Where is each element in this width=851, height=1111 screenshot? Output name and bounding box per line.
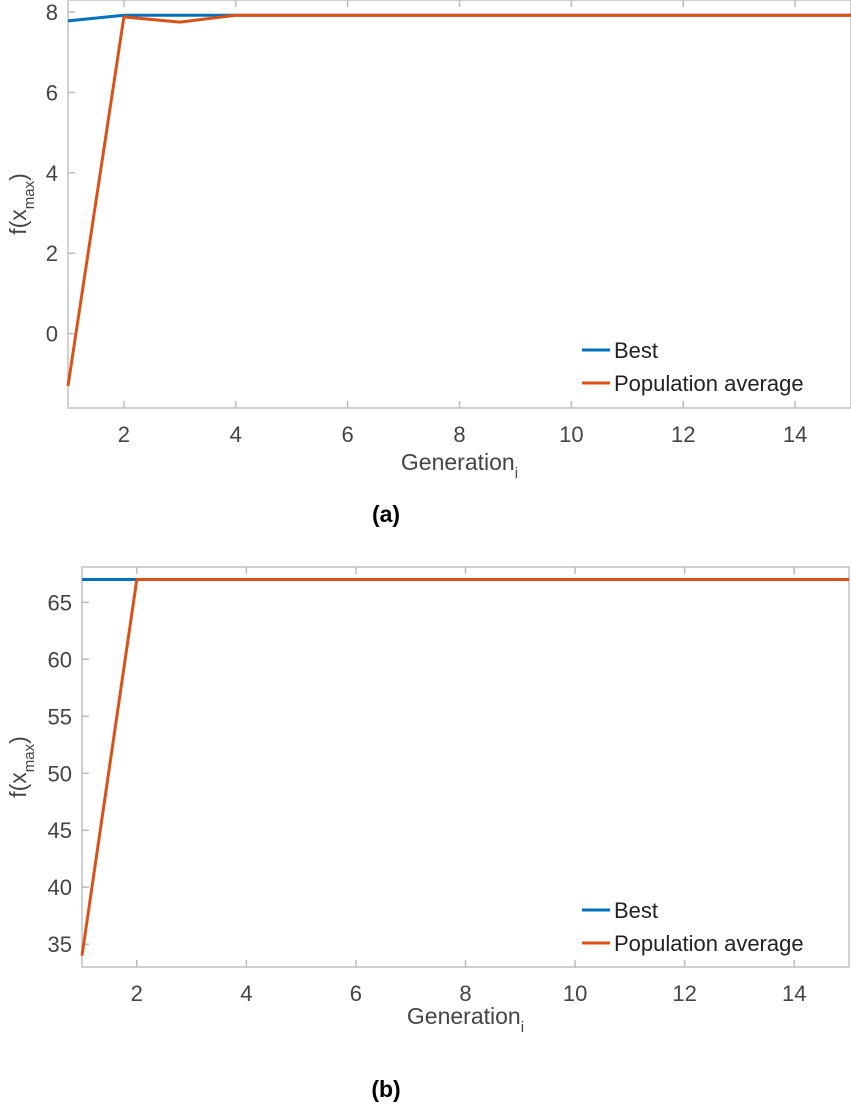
x-axis-label: Generationi [401,449,518,482]
y-axis-label-subscript: max [21,743,38,772]
x-tick-label: 6 [350,981,362,1006]
x-tick-label: 4 [240,981,252,1006]
y-tick-label: 50 [48,761,72,786]
y-tick-label: 45 [48,818,72,843]
x-axis-label: Generationi [407,1003,524,1036]
legend-label: Population average [614,371,804,396]
legend-label: Population average [614,931,804,956]
y-tick-label: 6 [46,80,58,105]
panel-caption: (a) [372,501,400,527]
y-tick-label: 4 [46,161,58,186]
y-tick-label: 2 [46,241,58,266]
y-tick-label: 35 [48,932,72,957]
plot-area [67,0,851,409]
x-axis-label-text: Generation [401,449,515,475]
y-axis-label-suffix: ) [5,736,31,744]
y-tick-label: 65 [48,590,72,615]
x-tick-label: 2 [118,422,130,447]
x-axis-label-text: Generation [407,1003,521,1029]
y-axis-label-subscript: max [21,180,38,209]
y-tick-label: 60 [48,647,72,672]
x-tick-label: 12 [671,422,695,447]
panel-caption: (b) [371,1076,400,1102]
y-tick-label: 8 [46,0,58,25]
x-axis-label-subscript: i [515,465,518,482]
x-tick-label: 10 [563,981,587,1006]
x-tick-label: 10 [559,422,583,447]
x-tick-label: 8 [453,422,465,447]
x-tick-label: 2 [131,981,143,1006]
x-tick-label: 12 [672,981,696,1006]
x-tick-label: 4 [230,422,242,447]
chart-panel-a: 2 4 6 8 10 12 14 0 2 4 6 8 Best Population average Gen… [5,0,851,527]
y-tick-label: 55 [48,704,72,729]
y-tick-label: 40 [48,875,72,900]
y-axis-label: f(xmax) [5,736,38,798]
y-axis-label-text: f(x [5,209,31,235]
y-axis-label: f(xmax) [5,173,38,235]
y-axis-label-text: f(x [5,772,31,798]
x-tick-label: 8 [459,981,471,1006]
legend-label: Best [614,898,658,923]
x-tick-label: 6 [342,422,354,447]
series-line-population-average [80,578,849,956]
x-tick-label: 14 [782,981,806,1006]
y-axis-label-suffix: ) [5,173,31,181]
x-axis-label-subscript: i [521,1019,524,1036]
series-line-population-average [66,13,851,387]
legend-label: Best [614,338,658,363]
plot-area [81,566,850,968]
x-tick-label: 14 [783,422,807,447]
chart-panel-b: 2 4 6 8 10 12 14 35 40 45 50 55 60 65 Best Population a… [5,566,850,1102]
y-tick-label: 0 [46,322,58,347]
